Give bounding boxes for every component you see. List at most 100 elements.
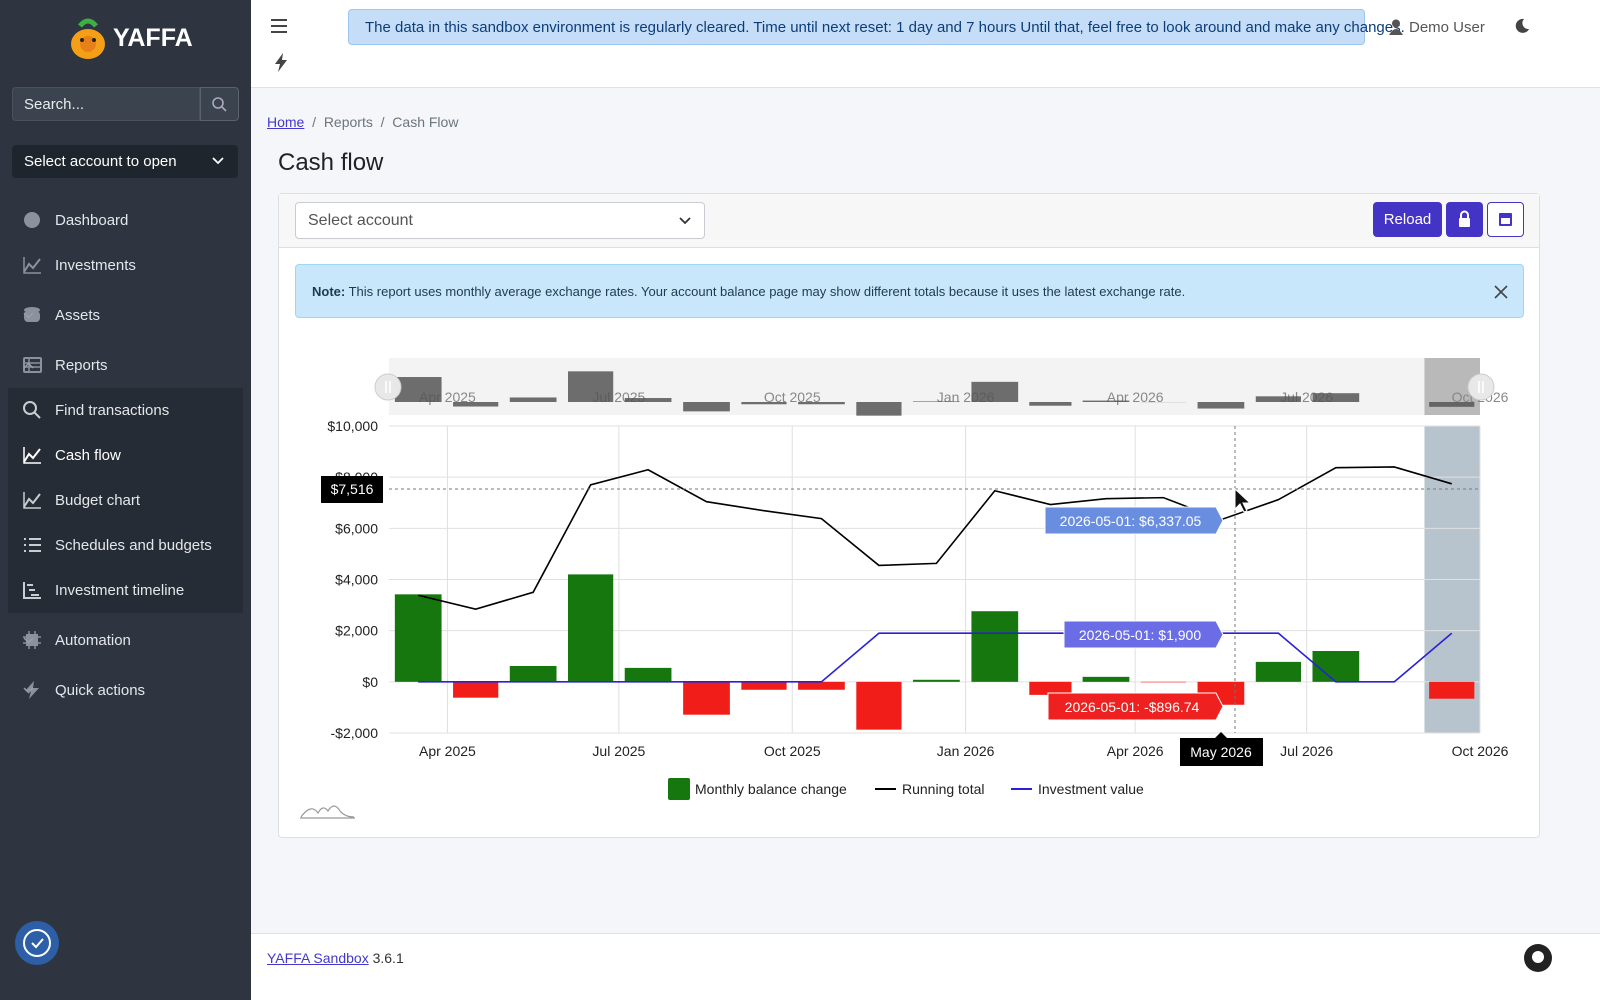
theme-toggle[interactable] <box>1514 18 1530 34</box>
user-icon <box>1389 19 1403 35</box>
chevron <box>23 312 34 318</box>
handle-grip <box>1478 381 1484 393</box>
chevron <box>23 687 34 693</box>
menu-label: Find transactions <box>55 401 170 419</box>
scrollbar-bar <box>453 402 499 407</box>
bar <box>971 611 1019 682</box>
scrollbar-bar <box>1429 402 1475 407</box>
scrollbar-bar <box>913 401 960 402</box>
submenu-item[interactable]: Budget chart <box>0 478 251 522</box>
menu-item[interactable]: Quick actions <box>0 668 251 712</box>
menu-icon <box>24 211 40 228</box>
y-tick-label: $0 <box>362 674 378 690</box>
menu-icon <box>23 400 41 419</box>
line <box>418 632 1453 683</box>
scrollbar-bar <box>394 377 442 402</box>
x-tick-label: Jul 2025 <box>592 743 645 759</box>
chevron <box>212 157 224 165</box>
x-tick-label: Jan 2026 <box>937 743 995 759</box>
legend-label: Running total <box>902 781 985 797</box>
menu-label: Assets <box>55 306 101 324</box>
submenu-item[interactable]: Find transactions <box>0 388 251 432</box>
scrollbar-bar <box>1255 396 1301 402</box>
chart: Apr 2025 Jul 2025 Oct 2025 Jan 2026 Apr 2026… <box>300 358 1509 819</box>
x-tick-label: Jul 2026 <box>1280 743 1333 759</box>
bar <box>568 574 614 682</box>
scrollbar-bg <box>389 358 1480 415</box>
menu-label: Investment timeline <box>55 581 185 599</box>
menu-label: Cash flow <box>55 446 121 464</box>
cursor-y-box <box>321 476 383 503</box>
chevron <box>679 217 691 225</box>
y-tick-label: -$2,000 <box>331 725 379 741</box>
scrollbar-bar <box>1312 393 1360 402</box>
breadcrumb-link[interactable]: Home <box>267 114 305 130</box>
submenu-item[interactable]: Cash flow <box>0 433 251 477</box>
account-filter[interactable]: Select account <box>295 202 705 239</box>
menu-item[interactable]: Assets <box>0 293 251 337</box>
tooltip-text: 2026-05-01: $1,900 <box>1079 627 1201 643</box>
user-name[interactable]: Demo User <box>1409 19 1485 36</box>
bar <box>394 594 442 682</box>
github-icon[interactable] <box>1523 943 1553 973</box>
menu-label: Quick actions <box>55 681 146 699</box>
y-tick-label: $10,000 <box>327 418 378 434</box>
lock-button[interactable] <box>1446 202 1483 237</box>
scrollbar-label: Oct 2025 <box>764 389 821 405</box>
menu-label: Schedules and budgets <box>55 536 212 554</box>
bar <box>453 681 499 698</box>
note-label: Note: <box>312 284 346 299</box>
tooltip <box>1044 506 1224 535</box>
bar <box>624 667 672 682</box>
y-tick-label: $4,000 <box>335 572 378 588</box>
bar <box>1255 661 1301 682</box>
reload-button[interactable]: Reload <box>1373 202 1442 237</box>
scrollbar-bar <box>683 402 730 412</box>
bar <box>741 681 787 690</box>
menu-item[interactable]: Dashboard <box>0 198 251 242</box>
chart-export-icon[interactable] <box>300 805 355 819</box>
chevron <box>23 362 34 368</box>
accessibility-button[interactable] <box>15 921 59 965</box>
footer: YAFFA Sandbox 3.6.1 <box>251 933 1600 1000</box>
search-input[interactable]: Search... <box>12 87 200 121</box>
brand: YAFFA <box>113 24 193 52</box>
breadcrumb: Home / Reports / Cash Flow <box>267 114 459 130</box>
scrollbar-bar <box>509 397 557 402</box>
bar <box>1312 651 1360 682</box>
calendar-button[interactable] <box>1487 202 1524 237</box>
scrollbar-bar <box>624 398 672 402</box>
menu-toggle[interactable] <box>270 18 288 34</box>
submenu-item[interactable]: Schedules and budgets <box>0 523 251 567</box>
menu-label: Automation <box>55 631 131 649</box>
tooltip <box>1063 620 1224 649</box>
scrollbar-bar <box>1197 402 1245 409</box>
menu-item[interactable]: Reports <box>0 343 251 387</box>
header: The data in this sandbox environment is … <box>251 0 1600 88</box>
quick-action-icon[interactable] <box>274 53 288 72</box>
legend-label: Investment value <box>1038 781 1144 797</box>
menu-item[interactable]: Investments <box>0 243 251 287</box>
breadcrumb-item: Cash Flow <box>392 114 459 130</box>
scrollbar-handle[interactable] <box>374 373 402 401</box>
search-button[interactable] <box>200 87 239 121</box>
bar <box>683 681 730 715</box>
footer-link[interactable]: YAFFA Sandbox <box>267 950 369 966</box>
submenu-item[interactable]: Investment timeline <box>0 568 251 612</box>
cursor-x-arrow <box>1215 732 1227 738</box>
version: 3.6.1 <box>372 950 404 966</box>
scrollbar-handle[interactable] <box>1467 373 1495 401</box>
menu-item[interactable]: Automation <box>0 618 251 662</box>
tooltip-text: 2026-05-01: $6,337.05 <box>1060 513 1202 529</box>
menu-icon <box>23 491 41 509</box>
y-tick-label: $2,000 <box>335 623 378 639</box>
scrollbar-bar <box>568 371 614 402</box>
menu-icon <box>23 356 42 373</box>
scrollbar-bar <box>1029 402 1072 406</box>
note: Note: This report uses monthly average e… <box>295 264 1524 318</box>
account-select[interactable]: Select account to open <box>12 145 238 178</box>
submenu <box>8 388 243 613</box>
close-note[interactable] <box>1493 284 1509 300</box>
search-icon <box>212 97 227 112</box>
